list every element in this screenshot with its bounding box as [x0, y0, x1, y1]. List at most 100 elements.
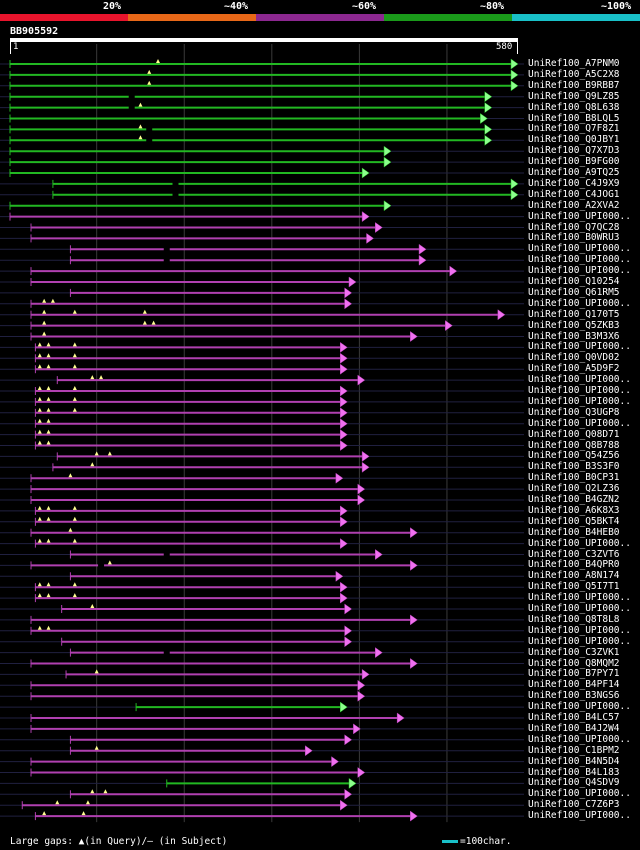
hit-label[interactable]: UniRef100_B0WRU3 — [528, 232, 620, 244]
hit-label[interactable]: UniRef100_A2XVA2 — [528, 199, 620, 211]
query-gap-marker — [72, 407, 77, 412]
hit-label[interactable]: UniRef100_UPI000.. — [528, 603, 631, 614]
query-gap-marker — [46, 353, 51, 358]
hit-label[interactable]: UniRef100_UPI000.. — [528, 417, 631, 429]
legend-percent-label: 20% — [103, 1, 122, 12]
hit-label[interactable]: UniRef100_B3M3X6 — [528, 330, 620, 342]
hit-label[interactable]: UniRef100_B4GZN2 — [528, 494, 620, 505]
hit-arrowhead — [344, 603, 353, 615]
hit-label[interactable]: UniRef100_Q0JBY1 — [528, 134, 620, 146]
hit-label[interactable]: UniRef100_UPI000.. — [528, 395, 631, 407]
query-gap-marker — [37, 342, 42, 347]
query-gap-marker — [42, 309, 47, 314]
hit-label[interactable]: UniRef100_UPI000.. — [528, 210, 631, 222]
query-gap-marker — [72, 353, 77, 358]
hit-label[interactable]: UniRef100_C3ZVK1 — [528, 646, 620, 658]
hit-label[interactable]: UniRef100_UPI000.. — [528, 592, 631, 604]
query-gap-marker — [46, 516, 51, 521]
hit-arrowhead — [375, 647, 383, 659]
query-gap-marker — [46, 429, 51, 434]
hit-arrowhead — [361, 450, 370, 462]
hit-label[interactable]: UniRef100_Q4SDV9 — [528, 777, 620, 789]
hit-label[interactable]: UniRef100_B9FG00 — [528, 156, 620, 168]
hit-label[interactable]: UniRef100_UPI000.. — [528, 265, 631, 277]
hit-label[interactable]: UniRef100_C1BPM2 — [528, 744, 620, 756]
hit-label[interactable]: UniRef100_UPI000.. — [528, 297, 631, 309]
hit-label[interactable]: UniRef100_Q8MQM2 — [528, 657, 620, 669]
hit-label[interactable]: UniRef100_Q9LZ85 — [528, 90, 620, 102]
hit-arrowhead — [339, 429, 348, 441]
hit-label[interactable]: UniRef100_Q8T8L8 — [528, 613, 620, 625]
hit-label[interactable]: UniRef100_B8LQL5 — [528, 112, 620, 124]
hit-arrowhead — [361, 461, 370, 473]
hit-label[interactable]: UniRef100_Q7F8Z1 — [528, 123, 620, 135]
query-gap-marker — [142, 309, 147, 314]
hit-label[interactable]: UniRef100_A5D9F2 — [528, 363, 620, 375]
hit-label[interactable]: UniRef100_A5C2X8 — [528, 68, 620, 80]
hit-label[interactable]: UniRef100_C4J9X9 — [528, 177, 620, 189]
hit-label[interactable]: UniRef100_UPI000.. — [528, 374, 631, 386]
hit-label[interactable]: UniRef100_Q170T5 — [528, 308, 620, 320]
hit-label[interactable]: UniRef100_UPI000.. — [528, 701, 631, 713]
hit-label[interactable]: UniRef100_A7PNM0 — [528, 58, 620, 69]
hit-label[interactable]: UniRef100_C4JOG1 — [528, 188, 620, 200]
hit-label[interactable]: UniRef100_B4PF14 — [528, 679, 620, 691]
hit-label[interactable]: UniRef100_Q08D71 — [528, 428, 620, 440]
hit-label[interactable]: UniRef100_B4LC57 — [528, 712, 620, 723]
hit-label[interactable]: UniRef100_UPI000.. — [528, 733, 631, 745]
hit-label[interactable]: UniRef100_Q54Z56 — [528, 450, 620, 462]
hit-label[interactable]: UniRef100_Q8B788 — [528, 439, 620, 451]
hit-arrowhead — [335, 570, 344, 582]
hit-label[interactable]: UniRef100_UPI000.. — [528, 341, 631, 353]
hit-label[interactable]: UniRef100_A8N174 — [528, 570, 620, 582]
hit-label[interactable]: UniRef100_B0CP31 — [528, 472, 620, 484]
hit-label[interactable]: UniRef100_Q5I7T1 — [528, 581, 620, 593]
hit-label[interactable]: UniRef100_UPI000.. — [528, 635, 631, 647]
query-gap-marker — [94, 451, 99, 456]
hit-label[interactable]: UniRef100_A6K8X3 — [528, 504, 620, 516]
hit-label[interactable]: UniRef100_UPI000.. — [528, 537, 631, 549]
hit-label[interactable]: UniRef100_B3S3F0 — [528, 461, 620, 473]
hit-label[interactable]: UniRef100_Q5ZKB3 — [528, 319, 620, 331]
hit-label[interactable]: UniRef100_B3NGS6 — [528, 690, 620, 702]
ruler-end-tick — [517, 42, 518, 54]
hit-label[interactable]: UniRef100_UPI000.. — [528, 254, 631, 266]
hit-arrowhead — [357, 483, 366, 495]
hit-label[interactable]: UniRef100_Q3UGP8 — [528, 406, 620, 418]
hit-label[interactable]: UniRef100_B9RBB7 — [528, 79, 620, 91]
hit-label[interactable]: UniRef100_UPI000.. — [528, 624, 631, 636]
hit-label[interactable]: UniRef100_UPI000.. — [528, 788, 631, 800]
hit-label[interactable]: UniRef100_Q10254 — [528, 276, 620, 287]
hit-arrowhead — [418, 243, 427, 255]
hit-label[interactable]: UniRef100_Q5BKT4 — [528, 515, 620, 527]
hit-label[interactable]: UniRef100_B4N5D4 — [528, 755, 620, 767]
hit-label[interactable]: UniRef100_C3ZVT6 — [528, 548, 620, 560]
hit-label[interactable]: UniRef100_UPI000.. — [528, 810, 631, 822]
hit-label[interactable]: UniRef100_Q7QC28 — [528, 221, 620, 233]
hit-label[interactable]: UniRef100_UPI000.. — [528, 385, 631, 396]
hit-arrowhead — [344, 636, 353, 648]
hit-label[interactable]: UniRef100_B4L183 — [528, 766, 620, 778]
hit-label[interactable]: UniRef100_UPI000.. — [528, 243, 631, 255]
hit-label[interactable]: UniRef100_B4QPR0 — [528, 559, 620, 571]
hit-label[interactable]: UniRef100_Q2LZ36 — [528, 483, 620, 495]
hit-label[interactable]: UniRef100_Q61RM5 — [528, 286, 620, 298]
hit-arrowhead — [361, 668, 370, 680]
hit-arrowhead — [410, 614, 418, 626]
query-gap-marker — [46, 625, 51, 630]
hit-label[interactable]: UniRef100_Q0VD02 — [528, 352, 620, 364]
query-gap-marker — [72, 309, 77, 314]
hit-label[interactable]: UniRef100_C7Z6P3 — [528, 799, 620, 811]
hit-arrowhead — [449, 265, 458, 277]
hit-label[interactable]: UniRef100_B7PY71 — [528, 668, 620, 680]
hit-label[interactable]: UniRef100_B4HEB0 — [528, 526, 620, 538]
hit-label[interactable]: UniRef100_Q8L638 — [528, 101, 620, 113]
query-gap-marker — [37, 407, 42, 412]
hit-arrowhead — [418, 254, 427, 266]
hit-label[interactable]: UniRef100_B4J2W4 — [528, 722, 620, 734]
hit-label[interactable]: UniRef100_A9TQ25 — [528, 167, 620, 178]
hit-arrowhead — [375, 549, 383, 560]
hit-arrowhead — [410, 331, 418, 342]
hit-label[interactable]: UniRef100_Q7X7D3 — [528, 145, 620, 157]
